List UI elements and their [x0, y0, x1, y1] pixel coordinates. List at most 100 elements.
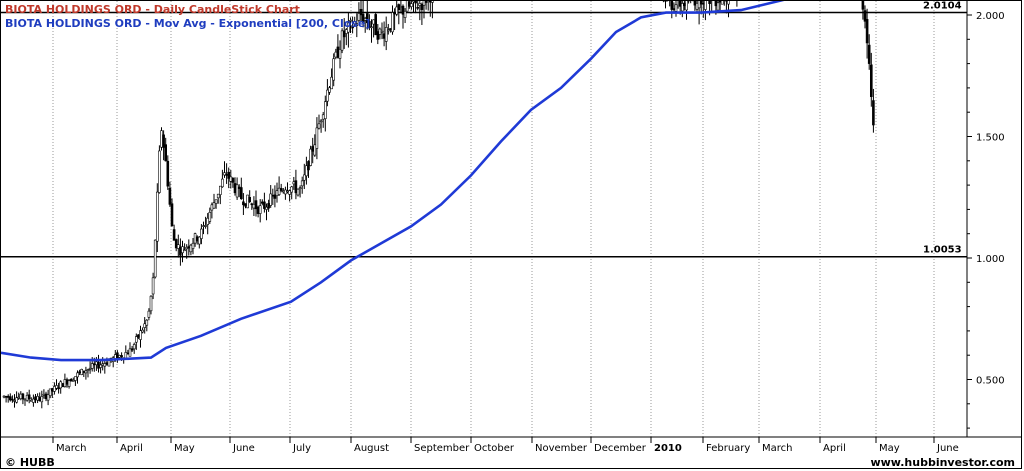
candle-body [374, 14, 378, 36]
candle-body [76, 372, 79, 378]
candle [227, 167, 230, 189]
candle-body [391, 12, 394, 33]
candles-layer [2, 1, 875, 409]
candle [170, 198, 174, 227]
candle-body [145, 319, 149, 326]
candle [248, 190, 251, 204]
candle-body [349, 20, 352, 22]
candle-body [164, 144, 167, 162]
candle [670, 1, 674, 19]
candle-body [36, 396, 39, 401]
candle [281, 188, 285, 194]
candle [4, 395, 8, 403]
candle-body [90, 363, 94, 369]
candle [156, 183, 159, 253]
candle-body [403, 10, 407, 18]
candle-body [168, 187, 172, 205]
candle-body [405, 1, 409, 12]
candle [869, 52, 873, 107]
candle [370, 19, 373, 43]
candle-body [302, 174, 306, 181]
candle-body [372, 19, 375, 25]
candle-body [206, 217, 209, 225]
chart-title: BIOTA HOLDINGS ORD - Daily CandleStick C… [5, 3, 300, 16]
candle [290, 185, 294, 200]
candle-body [72, 380, 75, 382]
candle-body [321, 114, 325, 120]
candle [288, 189, 291, 202]
candle-body [672, 8, 676, 10]
candle-body [53, 386, 56, 392]
candle-body [97, 361, 100, 369]
grid-layer [52, 1, 935, 437]
candle [399, 1, 403, 14]
candle [867, 34, 871, 70]
candle [198, 236, 201, 249]
candle-body [74, 376, 77, 381]
candle-body [294, 180, 298, 194]
candle [861, 1, 865, 20]
candle [183, 243, 186, 252]
candle-body [260, 201, 264, 204]
candle [256, 205, 260, 218]
candle-body [290, 186, 294, 193]
candle-body [6, 395, 10, 398]
candle [195, 235, 199, 245]
candle [69, 378, 73, 382]
candle [202, 221, 205, 235]
candle [431, 1, 434, 19]
candle [141, 327, 144, 334]
candle-body [13, 400, 16, 402]
candle-body [680, 3, 684, 12]
candle-body [309, 148, 312, 166]
candle [683, 1, 686, 11]
candle [414, 1, 417, 14]
candle-body [231, 177, 235, 183]
candle-body [431, 1, 434, 3]
candle-body [193, 233, 197, 244]
candle [168, 181, 172, 207]
x-tick-label: March [762, 443, 792, 454]
candle [36, 393, 39, 404]
candle [355, 13, 359, 38]
candle-body [40, 396, 44, 403]
candle [344, 28, 348, 46]
candle [300, 176, 304, 194]
candle [319, 119, 323, 133]
candle-body [38, 397, 42, 402]
candle-body [355, 23, 359, 26]
candle [65, 377, 69, 388]
candle [708, 1, 711, 16]
candle [137, 334, 140, 340]
candle-body [189, 244, 193, 253]
candle-body [370, 26, 373, 29]
candle-body [275, 190, 279, 196]
candle-body [132, 344, 136, 350]
candle-body [235, 184, 239, 198]
candle [21, 392, 25, 405]
candle-body [410, 3, 413, 7]
candle [315, 117, 319, 160]
candle [166, 155, 170, 190]
candle-body [869, 64, 873, 97]
candle [237, 184, 241, 198]
candle [242, 193, 245, 215]
candle [424, 1, 428, 10]
candle-body [237, 186, 241, 189]
candle-body [326, 89, 329, 102]
candle-body [718, 1, 722, 3]
candle-body [160, 130, 163, 148]
candle-body [298, 187, 302, 189]
candle [401, 4, 405, 29]
candle-body [84, 370, 88, 374]
candle-body [256, 206, 260, 214]
candle [711, 1, 713, 13]
candle-body [17, 396, 21, 399]
candle-body [63, 379, 67, 387]
candle [258, 199, 262, 223]
candle-body [678, 1, 682, 7]
candle-body [93, 363, 96, 366]
candle [32, 394, 35, 407]
